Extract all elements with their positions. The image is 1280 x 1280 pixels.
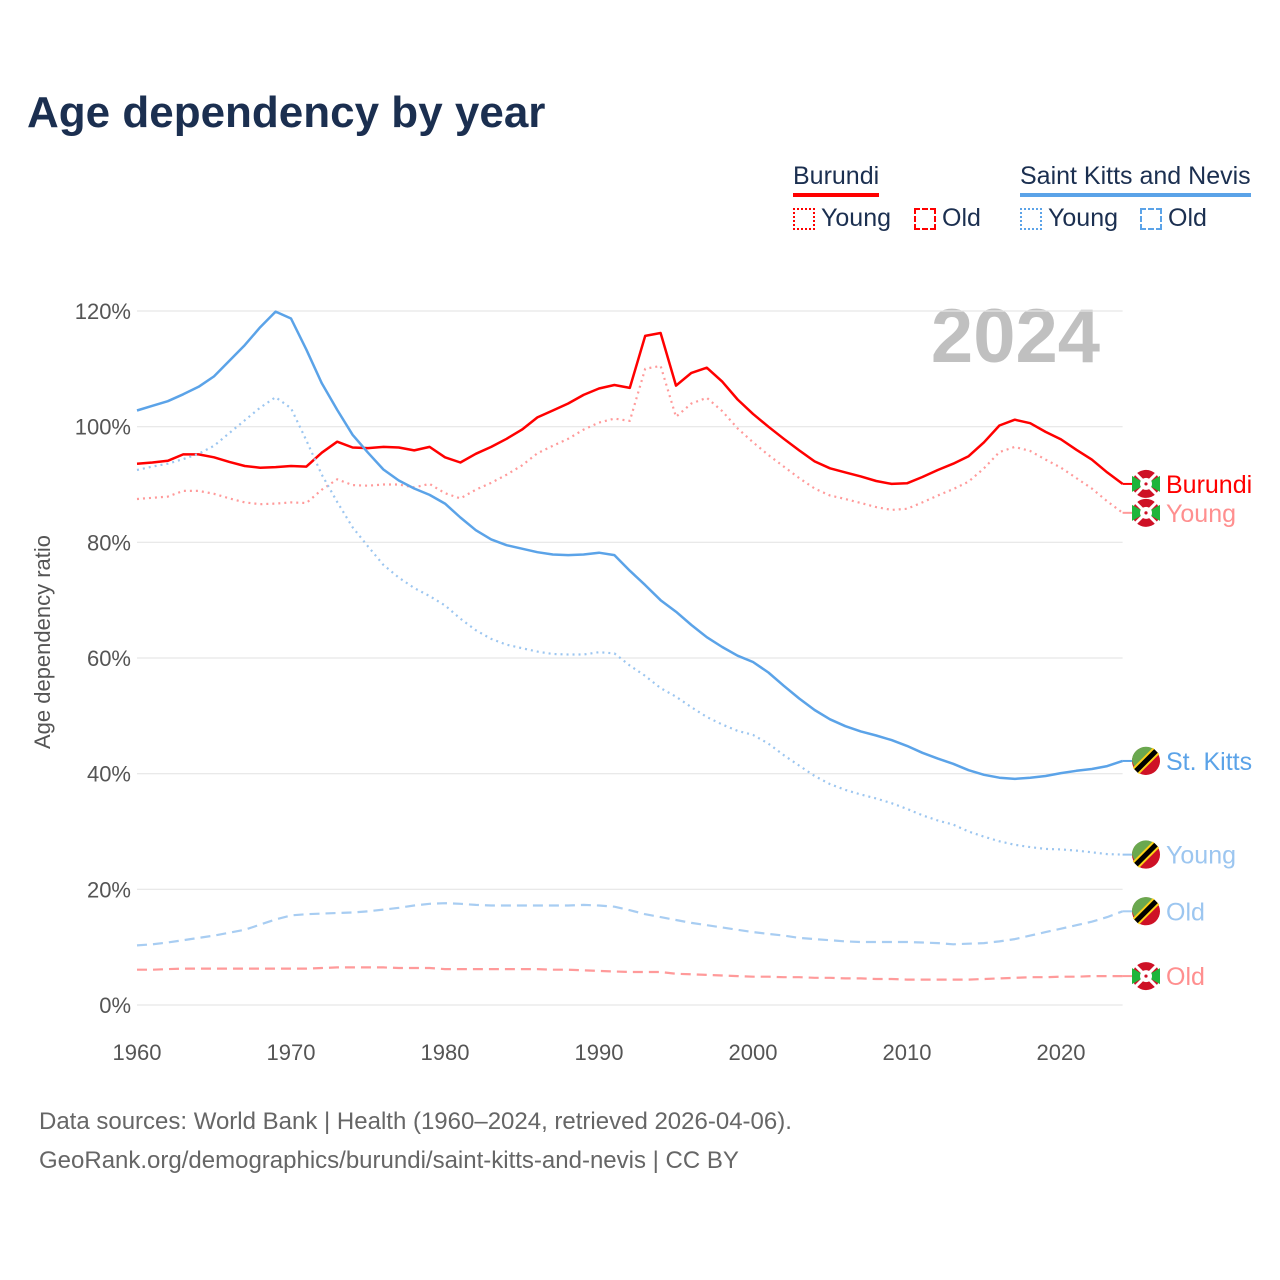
legend-burundi[interactable]: Burundi — [793, 162, 880, 197]
legend-label: Old — [942, 204, 981, 232]
legend-label: Young — [1048, 204, 1118, 232]
end-label: Young — [1166, 500, 1236, 528]
flag-black — [1134, 842, 1158, 867]
dashed-swatch-icon — [914, 207, 936, 230]
legend-label: Young — [821, 204, 891, 232]
flag-star — [1144, 482, 1148, 486]
y-tick-label: 60% — [87, 646, 131, 671]
end-label: St. Kitts — [1166, 748, 1252, 776]
y-tick-label: 40% — [87, 762, 131, 787]
x-tick-label: 2020 — [1037, 1040, 1086, 1065]
legend-kitts-young[interactable]: Young — [1020, 204, 1118, 233]
y-axis-label: Age dependency ratio — [30, 535, 55, 749]
legend-kitts-old[interactable]: Old — [1140, 204, 1207, 233]
x-tick-label: 2010 — [883, 1040, 932, 1065]
y-tick-label: 100% — [75, 415, 131, 440]
end-label: Old — [1166, 898, 1205, 926]
end-label: Burundi — [1166, 471, 1252, 499]
end-label: Old — [1166, 963, 1205, 991]
end-label: Young — [1166, 842, 1236, 870]
y-tick-label: 0% — [99, 993, 131, 1018]
series-line-saint-kitts-and-nevis — [136, 310, 1123, 781]
y-tick-label: 80% — [87, 530, 131, 555]
burundi-flag-icon — [1132, 469, 1160, 498]
flag-black — [1134, 899, 1158, 924]
x-tick-label: 1970 — [267, 1040, 316, 1065]
legend-burundi-young[interactable]: Young — [793, 204, 891, 233]
x-tick-label: 2000 — [729, 1040, 778, 1065]
dotted-swatch-icon — [1020, 207, 1042, 230]
kitts-flag-icon — [1131, 840, 1160, 869]
series-line-saint-kitts-and-nevis-old — [136, 902, 1123, 947]
source-link[interactable]: GeoRank.org/demographics/burundi/saint-k… — [39, 1147, 739, 1174]
y-tick-label: 20% — [87, 877, 131, 902]
flag-star — [1144, 511, 1148, 515]
series-line-burundi-young — [136, 364, 1124, 514]
series-line-saint-kitts-and-nevis-young — [136, 396, 1123, 856]
legend-burundi-old[interactable]: Old — [914, 204, 981, 233]
series-line-burundi — [136, 331, 1124, 486]
series-line-burundi-old — [137, 966, 1123, 981]
x-tick-label: 1980 — [421, 1040, 470, 1065]
dashed-swatch-icon — [1140, 207, 1162, 230]
year-watermark: 2024 — [931, 294, 1100, 379]
x-tick-label: 1960 — [113, 1040, 162, 1065]
y-tick-label: 120% — [75, 299, 131, 324]
kitts-flag-icon — [1131, 746, 1160, 775]
x-tick-label: 1990 — [575, 1040, 624, 1065]
kitts-flag-icon — [1131, 897, 1160, 926]
flag-star — [1144, 974, 1148, 978]
data-source-note: Data sources: World Bank | Health (1960–… — [39, 1108, 792, 1135]
flag-black — [1134, 749, 1158, 773]
dotted-swatch-icon — [793, 207, 815, 230]
chart-title: Age dependency by year — [27, 88, 546, 137]
legend-saint-kitts[interactable]: Saint Kitts and Nevis — [1020, 162, 1251, 197]
burundi-flag-icon — [1132, 962, 1160, 991]
legend-label: Old — [1168, 204, 1207, 232]
burundi-flag-icon — [1132, 498, 1160, 527]
